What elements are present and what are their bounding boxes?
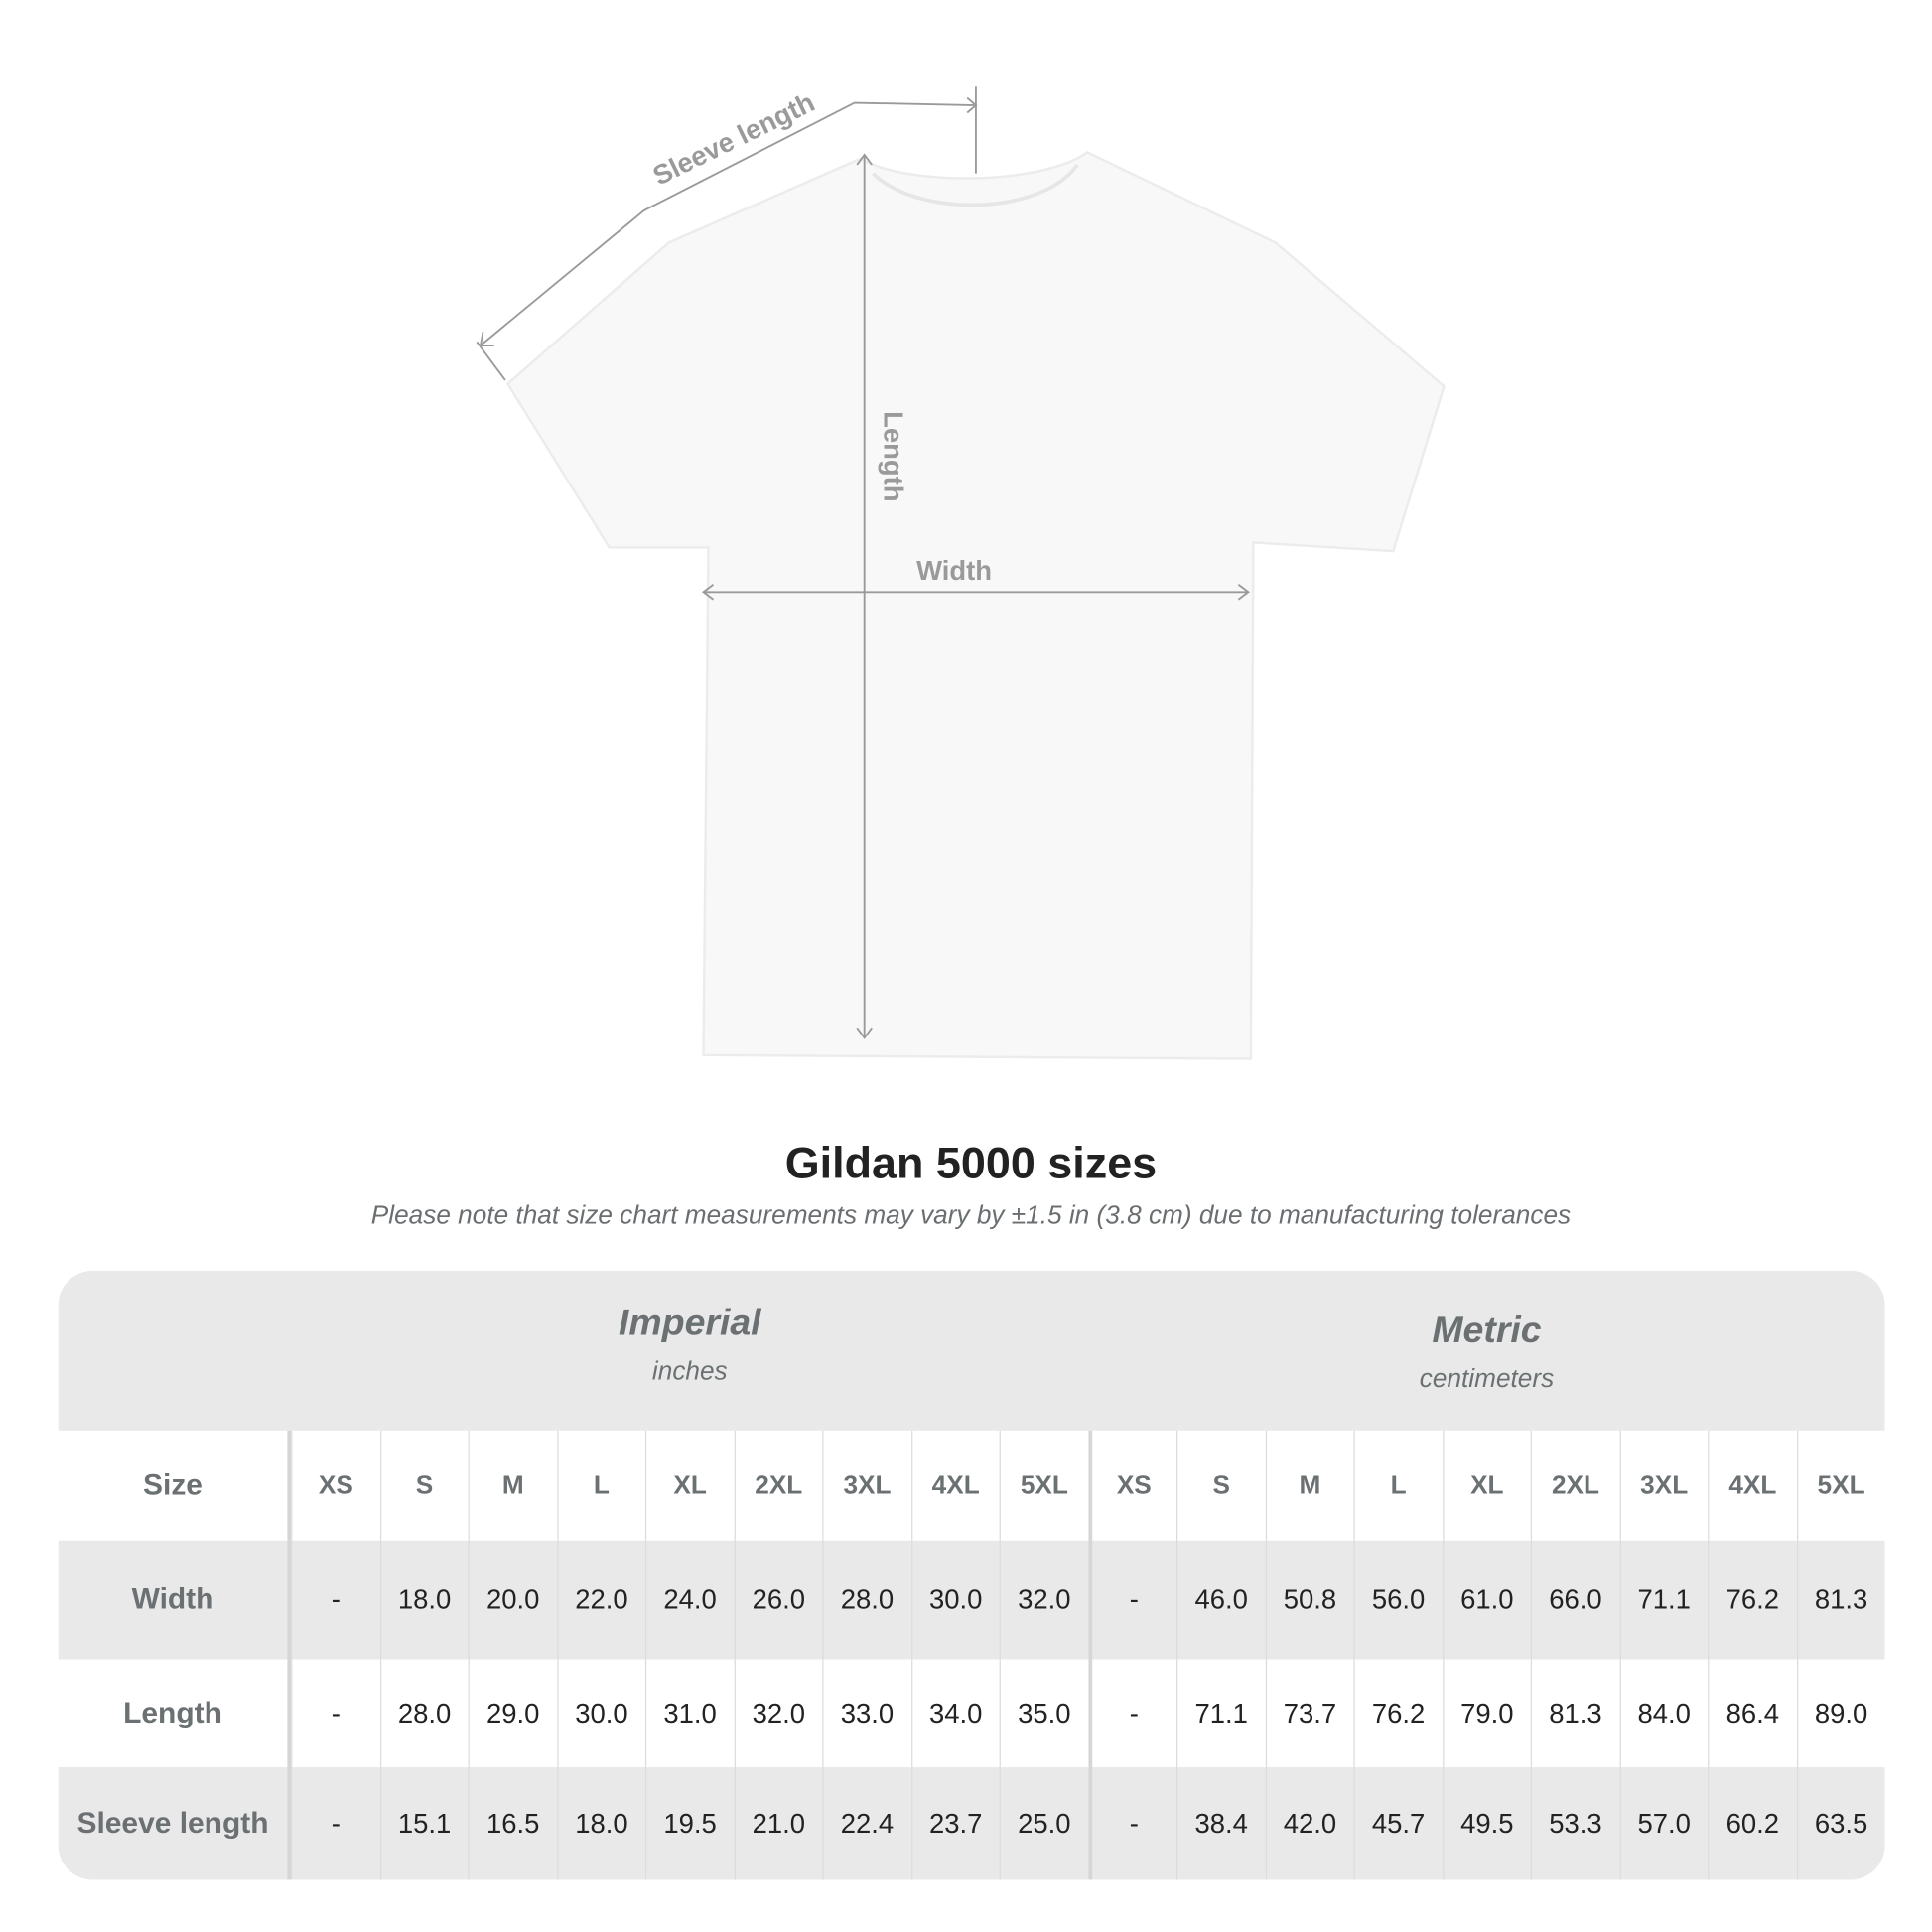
metric-value-cell: 45.7 bbox=[1353, 1767, 1442, 1880]
imperial-value-cell: 15.1 bbox=[379, 1767, 468, 1880]
imperial-size-4xl: 4XL bbox=[910, 1430, 999, 1541]
metric-value-cell: 71.1 bbox=[1618, 1540, 1708, 1660]
metric-value-cell: 50.8 bbox=[1265, 1540, 1353, 1660]
metric-value-cell: 76.2 bbox=[1353, 1659, 1442, 1768]
metric-size-4xl: 4XL bbox=[1708, 1430, 1796, 1541]
imperial-value-cell: 32.0 bbox=[999, 1540, 1088, 1660]
imperial-value-cell: 31.0 bbox=[644, 1659, 734, 1768]
metric-title: Metric bbox=[1432, 1310, 1542, 1351]
metric-value-cell: 79.0 bbox=[1442, 1659, 1531, 1768]
metric-value-cell: - bbox=[1087, 1540, 1176, 1660]
row-label: Length bbox=[59, 1659, 292, 1768]
table-row: Sleeve length -15.1 16.5 18.0 19.5 21.0 22.4 23… bbox=[58, 1767, 1885, 1880]
unit-header: Imperial inches Metric centimeters bbox=[58, 1270, 1885, 1431]
imperial-value-cell: 25.0 bbox=[999, 1767, 1088, 1880]
imperial-value-cell: 19.5 bbox=[644, 1767, 734, 1880]
imperial-value-cell: 21.0 bbox=[734, 1767, 822, 1880]
imperial-size-s: S bbox=[379, 1430, 468, 1541]
metric-size-s: S bbox=[1176, 1430, 1265, 1541]
imperial-size-xs: XS bbox=[291, 1430, 379, 1541]
metric-value-cell: 42.0 bbox=[1265, 1767, 1353, 1880]
table-row: Width -18.0 20.0 22.0 24.0 26.0 28.0 30.0 32.0-4… bbox=[58, 1540, 1885, 1660]
measure-lines bbox=[476, 86, 1250, 1039]
imperial-value-cell: - bbox=[291, 1659, 379, 1768]
imperial-size-5xl: 5XL bbox=[999, 1430, 1088, 1541]
imperial-value-cell: 16.5 bbox=[468, 1767, 557, 1880]
imperial-unit: inches bbox=[651, 1357, 728, 1386]
metric-value-cell: 46.0 bbox=[1176, 1540, 1265, 1660]
imperial-value-cell: - bbox=[291, 1540, 379, 1660]
imperial-value-cell: 20.0 bbox=[468, 1540, 557, 1660]
imperial-value-cell: 23.7 bbox=[910, 1767, 999, 1880]
table-row: Length -28.0 29.0 30.0 31.0 32.0 33.0 34.0 35.0-… bbox=[59, 1659, 1885, 1768]
imperial-value-cell: 30.0 bbox=[910, 1540, 999, 1660]
metric-value-cell: - bbox=[1087, 1767, 1176, 1880]
imperial-value-cell: 22.4 bbox=[822, 1767, 910, 1880]
row-label: Width bbox=[59, 1540, 292, 1660]
metric-value-cell: 57.0 bbox=[1618, 1767, 1708, 1880]
imperial-size-xl: XL bbox=[644, 1430, 734, 1541]
metric-size-xs: XS bbox=[1087, 1430, 1176, 1541]
imperial-value-cell: 26.0 bbox=[734, 1540, 822, 1660]
metric-value-cell: 66.0 bbox=[1530, 1540, 1619, 1660]
metric-size-2xl: 2XL bbox=[1530, 1430, 1619, 1541]
imperial-title: Imperial bbox=[619, 1303, 761, 1344]
imperial-value-cell: 24.0 bbox=[644, 1540, 734, 1660]
metric-value-cell: - bbox=[1087, 1659, 1176, 1768]
page-title: Gildan 5000 sizes bbox=[784, 1137, 1158, 1188]
imperial-size-3xl: 3XL bbox=[822, 1430, 910, 1541]
imperial-size-m: M bbox=[468, 1430, 557, 1541]
metric-value-cell: 61.0 bbox=[1442, 1540, 1531, 1660]
metric-value-cell: 49.5 bbox=[1442, 1767, 1531, 1880]
imperial-value-cell: - bbox=[291, 1767, 379, 1880]
row-label: Sleeve length bbox=[59, 1767, 292, 1880]
size-header: Size bbox=[59, 1430, 292, 1541]
size-table: Imperial inches Metric centimeters Size X… bbox=[58, 1270, 1885, 1880]
metric-value-cell: 84.0 bbox=[1618, 1659, 1708, 1768]
metric-value-cell: 63.5 bbox=[1796, 1767, 1884, 1880]
metric-size-3xl: 3XL bbox=[1618, 1430, 1708, 1541]
imperial-value-cell: 32.0 bbox=[734, 1659, 822, 1768]
metric-value-cell: 89.0 bbox=[1796, 1659, 1884, 1768]
metric-value-cell: 53.3 bbox=[1530, 1767, 1619, 1880]
imperial-value-cell: 30.0 bbox=[556, 1659, 645, 1768]
imperial-size-l: L bbox=[556, 1430, 645, 1541]
metric-value-cell: 81.3 bbox=[1796, 1540, 1884, 1660]
metric-value-cell: 56.0 bbox=[1353, 1540, 1442, 1660]
imperial-value-cell: 35.0 bbox=[999, 1659, 1088, 1768]
metric-value-cell: 71.1 bbox=[1176, 1659, 1265, 1768]
metric-size-m: M bbox=[1265, 1430, 1353, 1541]
collar bbox=[872, 163, 1079, 207]
metric-size-xl: XL bbox=[1442, 1430, 1531, 1541]
metric-unit: centimeters bbox=[1419, 1364, 1555, 1394]
imperial-header: Imperial inches bbox=[291, 1303, 1088, 1387]
metric-value-cell: 60.2 bbox=[1708, 1767, 1796, 1880]
tshirt-diagram: Sleeve length Length Width bbox=[476, 86, 1446, 1060]
imperial-value-cell: 28.0 bbox=[379, 1659, 468, 1768]
metric-header: Metric centimeters bbox=[1088, 1311, 1884, 1395]
width-label: Width bbox=[916, 555, 992, 586]
metric-size-5xl: 5XL bbox=[1796, 1430, 1884, 1541]
metric-size-l: L bbox=[1353, 1430, 1442, 1541]
imperial-value-cell: 22.0 bbox=[556, 1540, 645, 1660]
metric-value-cell: 81.3 bbox=[1530, 1659, 1619, 1768]
imperial-size-2xl: 2XL bbox=[734, 1430, 822, 1541]
metric-value-cell: 73.7 bbox=[1265, 1659, 1353, 1768]
metric-value-cell: 86.4 bbox=[1708, 1659, 1796, 1768]
imperial-value-cell: 28.0 bbox=[822, 1540, 910, 1660]
metric-value-cell: 76.2 bbox=[1708, 1540, 1796, 1660]
imperial-value-cell: 18.0 bbox=[556, 1767, 645, 1880]
sleeve-length-line bbox=[480, 101, 976, 346]
tolerance-note: Please note that size chart measurements… bbox=[370, 1200, 1572, 1230]
length-label: Length bbox=[879, 411, 909, 501]
imperial-value-cell: 33.0 bbox=[822, 1659, 910, 1768]
metric-value-cell: 38.4 bbox=[1176, 1767, 1265, 1880]
tshirt-shape bbox=[505, 150, 1446, 1060]
size-row: Size XS S M L XL 2XL 3XL 4XL 5XL XS S M L XL 2XL 3XL 4XL 5… bbox=[59, 1430, 1885, 1541]
imperial-value-cell: 29.0 bbox=[468, 1659, 557, 1768]
imperial-value-cell: 18.0 bbox=[379, 1540, 468, 1660]
imperial-value-cell: 34.0 bbox=[910, 1659, 999, 1768]
sleeve-length-label: Sleeve length bbox=[648, 86, 820, 191]
